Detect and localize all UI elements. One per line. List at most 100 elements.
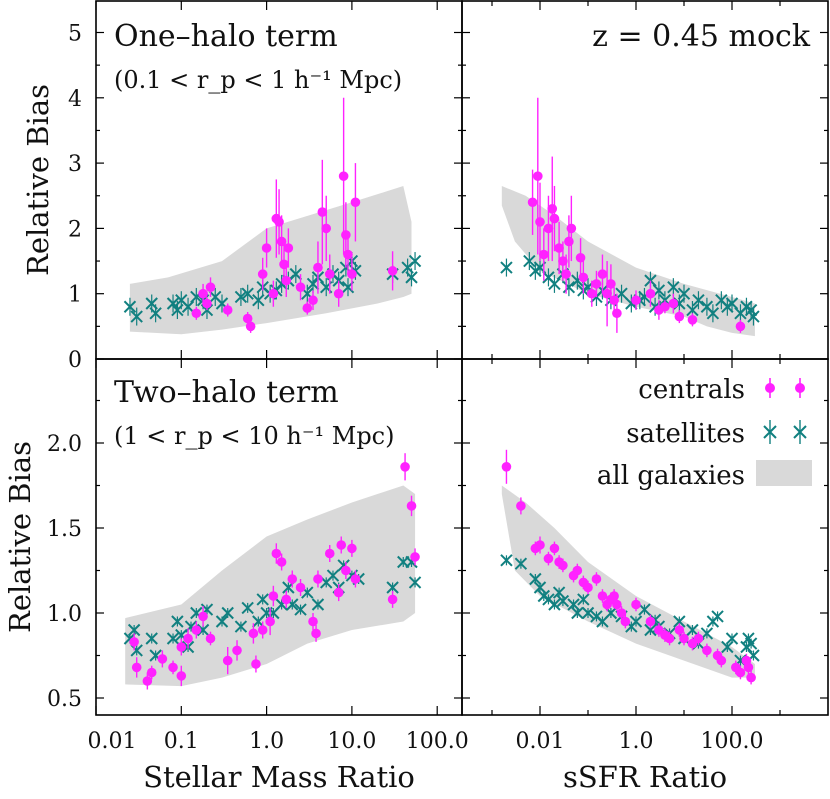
- satellite-point: [234, 287, 248, 306]
- central-point: [668, 293, 679, 314]
- central-point: [566, 195, 577, 262]
- central-point: [645, 280, 656, 307]
- central-point: [664, 631, 675, 646]
- satellite-point: [686, 623, 699, 637]
- satellite-point: [326, 569, 340, 582]
- central-point: [324, 545, 335, 562]
- central-point: [191, 306, 202, 320]
- satellite-point: [581, 606, 595, 620]
- central-point: [535, 536, 545, 554]
- satellite-point: [500, 258, 513, 277]
- y-axis-title-bottom: Relative Bias: [3, 441, 37, 633]
- x-axis-title-stellar-mass: Stellar Mass Ratio: [143, 760, 415, 794]
- satellite-point: [700, 627, 714, 640]
- central-point: [281, 590, 292, 608]
- central-point: [578, 261, 589, 294]
- central-point: [527, 169, 538, 235]
- central-point: [554, 221, 564, 275]
- central-point: [202, 296, 212, 311]
- central-point: [716, 653, 727, 668]
- satellite-point: [706, 304, 720, 323]
- x-tick-label-stellar-mass: 100.0: [406, 729, 469, 754]
- central-point: [535, 182, 545, 262]
- satellite-point: [523, 252, 536, 271]
- central-point: [268, 585, 279, 607]
- central-point: [539, 228, 549, 281]
- central-point: [311, 624, 321, 642]
- central-point: [350, 163, 361, 242]
- central-point: [746, 670, 756, 685]
- y-axis-title-top: Relative Bias: [21, 84, 55, 276]
- central-point: [616, 606, 627, 620]
- central-point: [168, 660, 178, 675]
- legend-satellites-label: satellites: [626, 419, 745, 449]
- central-point: [222, 303, 233, 317]
- all-galaxies-band: [501, 186, 755, 337]
- satellite-point: [171, 615, 184, 628]
- central-point: [735, 665, 746, 680]
- satellite-point: [181, 297, 195, 316]
- central-point: [583, 580, 593, 595]
- satellite-point: [127, 623, 141, 637]
- satellite-point: [711, 610, 724, 623]
- panel-one-halo-ssfr: [462, 1, 828, 360]
- central-point: [176, 638, 187, 656]
- y-tick-label-bottom: 0.5: [47, 687, 82, 712]
- satellite-point: [652, 281, 666, 300]
- central-point: [516, 497, 526, 515]
- central-point: [620, 614, 631, 629]
- satellite-point: [386, 581, 399, 594]
- satellite-point: [548, 598, 561, 611]
- x-tick-label-ssfr: 0.01: [516, 729, 565, 754]
- central-point: [313, 241, 323, 294]
- legend-centrals-marker: [765, 378, 775, 398]
- panel-two-halo-stellar-mass: [95, 359, 462, 715]
- central-point: [350, 570, 361, 588]
- central-point: [261, 228, 272, 268]
- central-point: [146, 665, 157, 680]
- central-point: [313, 570, 323, 588]
- legend-all-label: all galaxies: [597, 461, 745, 491]
- frame-bottom-right: [461, 358, 829, 716]
- satellite-point: [166, 632, 180, 645]
- satellite-point: [149, 304, 162, 323]
- central-point: [308, 613, 318, 630]
- x-tick-label-stellar-mass: 0.01: [88, 729, 137, 754]
- central-point: [283, 228, 294, 268]
- satellite-point: [638, 603, 651, 616]
- central-point: [341, 562, 351, 579]
- y-tick-label-top: 2: [68, 217, 82, 242]
- central-point: [679, 631, 689, 646]
- legend-centrals-label: centrals: [638, 375, 745, 405]
- satellite-point: [166, 294, 180, 313]
- central-point: [336, 536, 347, 554]
- central-point: [302, 301, 313, 315]
- y-tick-label-top: 5: [68, 22, 82, 47]
- satellite-point: [145, 632, 158, 645]
- central-point: [287, 570, 298, 588]
- satellite-point: [252, 291, 265, 310]
- central-point: [612, 597, 622, 612]
- central-point: [597, 254, 608, 294]
- central-point: [533, 97, 543, 255]
- central-point: [410, 548, 420, 566]
- satellite-point: [221, 606, 234, 620]
- axis-ticks: [462, 359, 828, 715]
- panel-subtitle-two-halo: (1 < r_p < 10 h⁻¹ Mpc): [114, 422, 395, 450]
- central-point: [572, 563, 583, 578]
- satellite-point: [744, 637, 758, 650]
- central-point: [575, 238, 586, 278]
- legend-satellites-marker: [793, 420, 807, 444]
- central-point: [702, 643, 712, 658]
- satellite-point: [667, 278, 680, 297]
- central-point: [343, 234, 353, 275]
- central-point: [183, 628, 193, 649]
- satellite-point: [256, 593, 269, 606]
- satellite-point: [571, 606, 584, 620]
- central-point: [157, 650, 168, 668]
- x-tick-label-stellar-mass: 1.0: [249, 729, 284, 754]
- central-point: [400, 453, 410, 481]
- panel-title-one-halo: One–halo term: [114, 19, 338, 54]
- central-point: [693, 631, 704, 646]
